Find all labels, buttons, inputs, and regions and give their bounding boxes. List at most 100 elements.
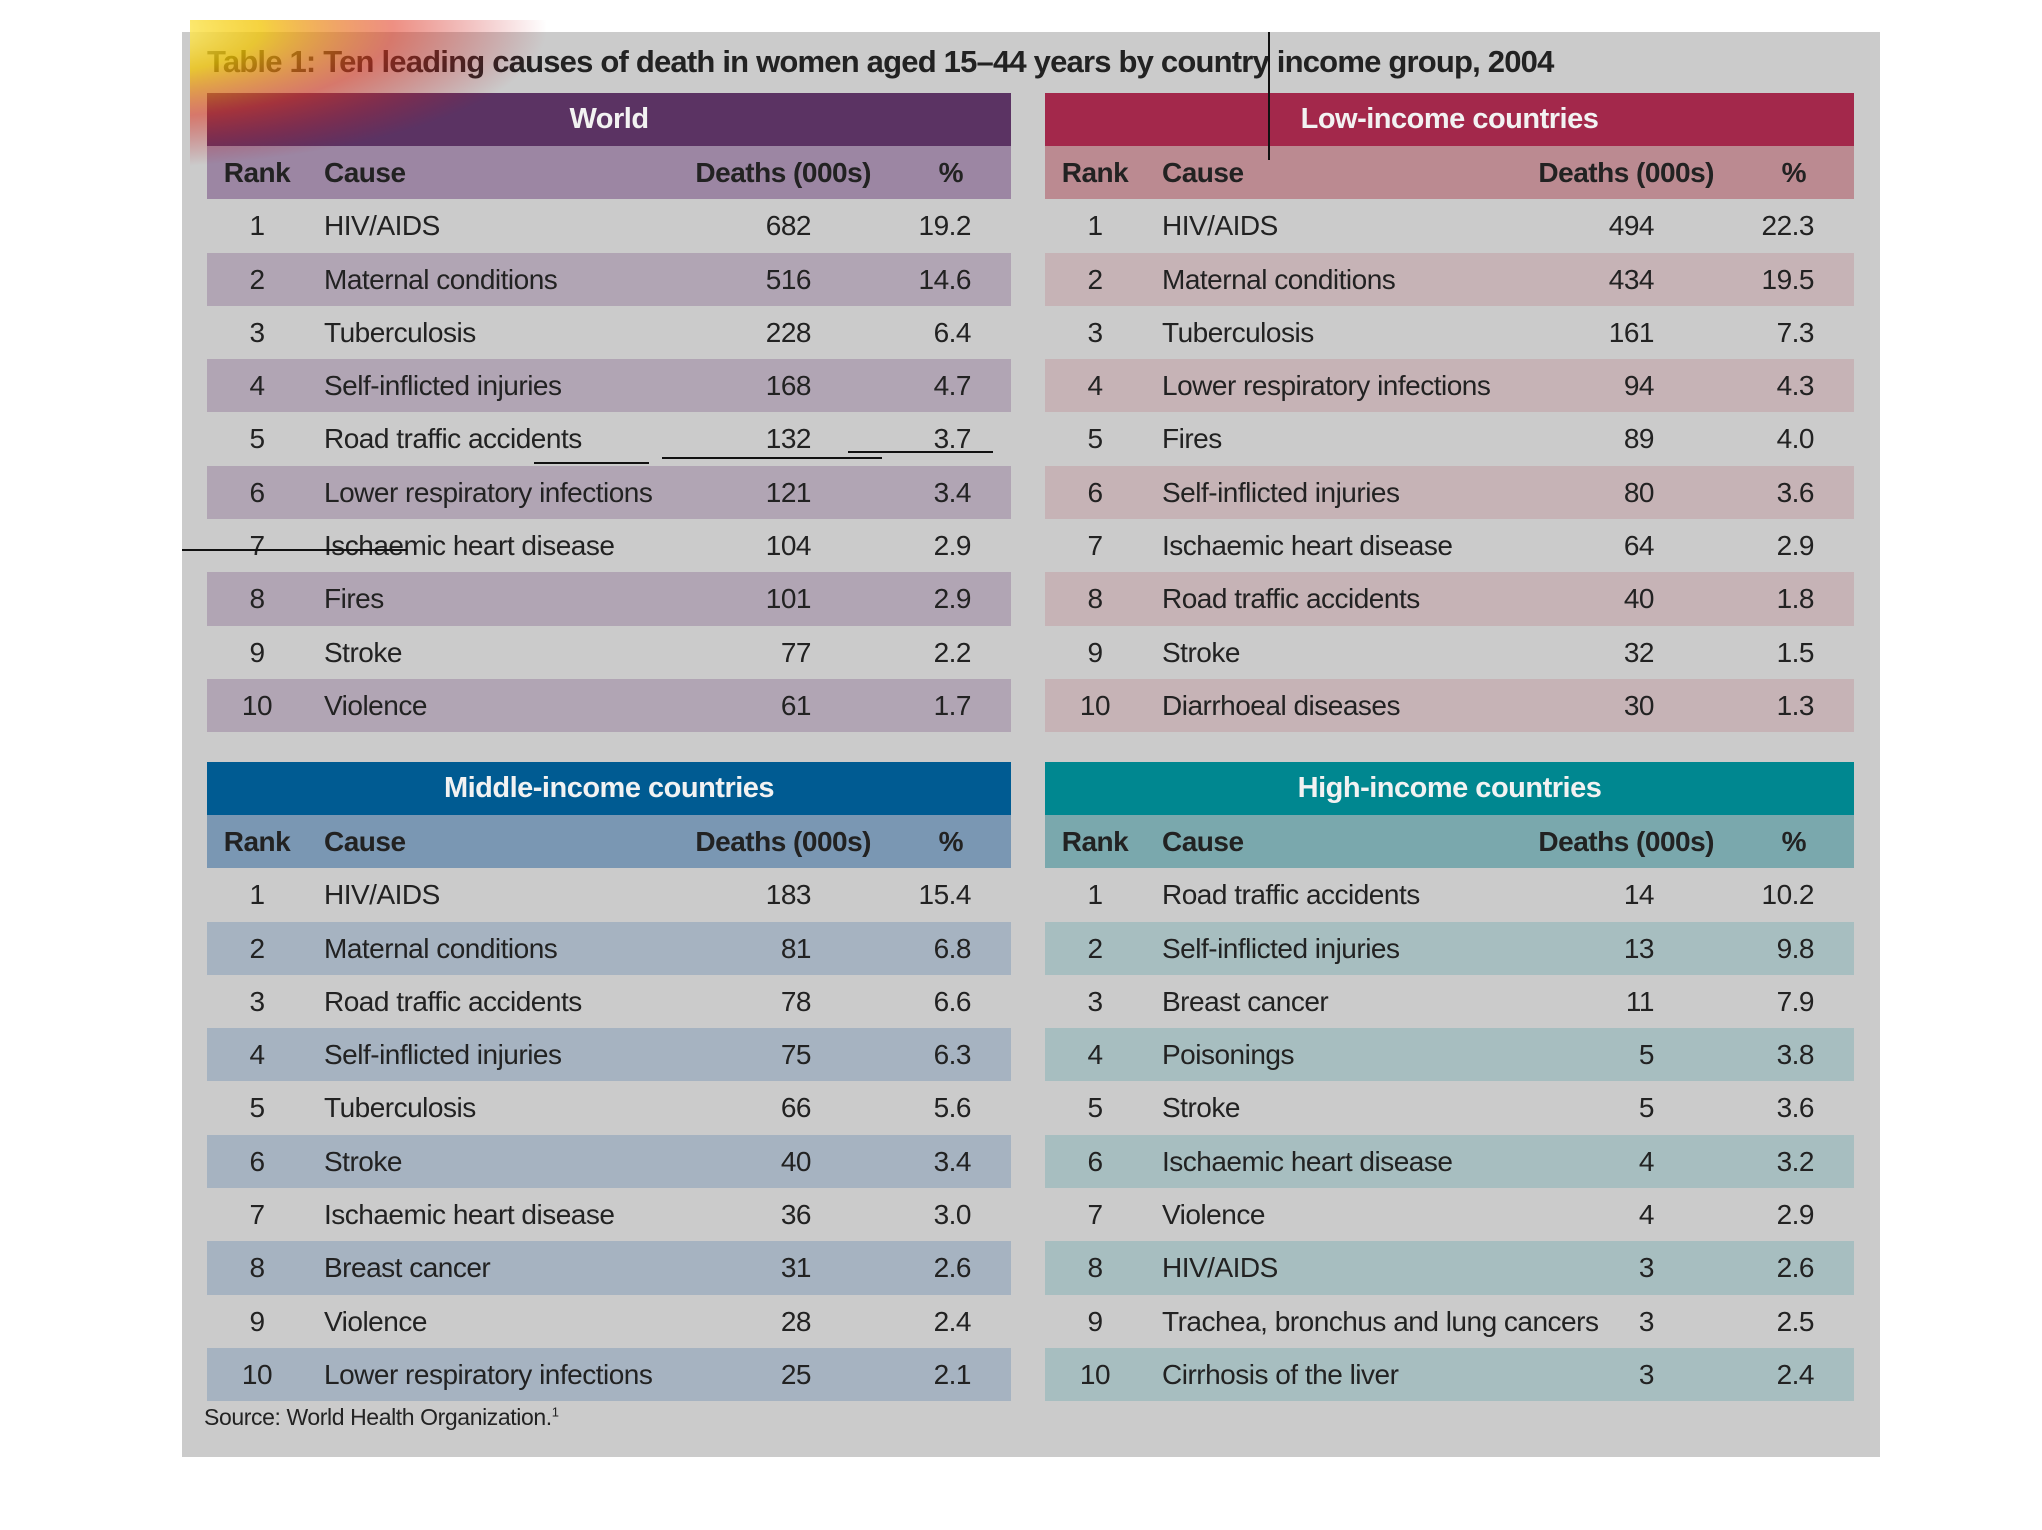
rank-cell: 9 [1087,636,1103,668]
percent-cell: 2.9 [933,583,972,615]
cause-cell: Violence [1162,1199,1265,1231]
cause-cell: Trachea, bronchus and lung cancers [1162,1305,1599,1337]
rank-cell: 7 [249,530,265,562]
rank-cell: 10 [1079,1358,1111,1390]
table-row: 1 HIV/AIDS 183 15.4 [207,868,1011,921]
cause-cell: Tuberculosis [1162,316,1314,348]
rank-cell: 8 [249,583,265,615]
deaths-cell: 183 [765,879,812,911]
percent-cell: 3.2 [1776,1145,1815,1177]
percent-cell: 2.4 [1776,1358,1815,1390]
deaths-cell: 5 [1638,1092,1655,1124]
percent-cell: 2.6 [933,1252,972,1284]
rank-cell: 5 [1087,423,1103,455]
deaths-cell: 3 [1638,1358,1655,1390]
cause-cell: Breast cancer [1162,985,1329,1017]
percent-cell: 4.7 [933,370,972,402]
page-title: Table 1: Ten leading causes of death in … [207,44,1554,79]
percent-cell: 22.3 [1761,210,1815,242]
table-row: 9 Stroke 77 2.2 [207,626,1011,679]
table-row: 7 Violence 4 2.9 [1045,1188,1854,1241]
pen-mark [662,457,882,459]
percent-cell: 2.6 [1776,1252,1815,1284]
deaths-cell: 5 [1638,1039,1655,1071]
deaths-cell: 94 [1623,370,1655,402]
percent-cell: 6.8 [933,932,972,964]
deaths-cell: 516 [765,263,812,295]
table-title-middle-income: Middle-income countries [207,762,1011,815]
source-footnote-ref: 1 [551,1404,559,1420]
rank-cell: 10 [241,689,273,721]
percent-cell: 3.7 [933,423,972,455]
deaths-cell: 3 [1638,1305,1655,1337]
rank-cell: 3 [249,985,265,1017]
percent-cell: 3.4 [933,476,972,508]
deaths-cell: 25 [780,1358,812,1390]
table-row: 3 Road traffic accidents 78 6.6 [207,975,1011,1028]
table-row: 6 Stroke 40 3.4 [207,1134,1011,1189]
table-header-row: Rank Cause Deaths (000s)% [207,146,1011,200]
table-row: 8 Breast cancer 31 2.6 [207,1241,1011,1295]
table-world: World Rank Cause Deaths (000s)% 1 HIV/AIDS 682… [207,93,1011,733]
cause-cell: Ischaemic heart disease [1162,530,1453,562]
table-row: 3 Tuberculosis 228 6.4 [207,306,1011,359]
rank-cell: 1 [249,210,265,242]
cause-cell: Tuberculosis [324,316,476,348]
deaths-cell: 3 [1638,1252,1655,1284]
table-row: 6 Lower respiratory infections 121 3.4 [207,465,1011,520]
percent-cell: 5.6 [933,1092,972,1124]
percent-cell: 2.5 [1776,1305,1815,1337]
deaths-cell: 36 [780,1199,812,1231]
rank-cell: 6 [249,476,265,508]
rank-cell: 9 [1087,1305,1103,1337]
table-row: 9 Violence 28 2.4 [207,1295,1011,1348]
source-note: Source: World Health Organization.1 [204,1404,559,1431]
percent-cell: 7.3 [1776,316,1815,348]
cause-cell: Violence [324,1305,427,1337]
table-row: 10 Cirrhosis of the liver 3 2.4 [1045,1347,1854,1402]
column-header-cause: Cause [324,157,406,188]
table-row: 2 Maternal conditions 81 6.8 [207,921,1011,975]
deaths-cell: 40 [1623,583,1655,615]
percent-cell: 19.2 [918,210,972,242]
deaths-cell: 682 [765,210,812,242]
table-title-high-income: High-income countries [1045,762,1854,815]
table-header-row: Rank Cause Deaths (000s)% [1045,815,1854,869]
cause-cell: Stroke [324,636,402,668]
percent-cell: 15.4 [918,879,972,911]
deaths-cell: 14 [1623,879,1655,911]
percent-cell: 1.7 [933,689,972,721]
rank-cell: 5 [249,423,265,455]
table-title-world: World [207,93,1011,146]
cause-cell: Self-inflicted injuries [324,1039,562,1071]
table-row: 3 Tuberculosis 161 7.3 [1045,306,1854,359]
rank-cell: 4 [1087,1039,1103,1071]
table-row: 2 Maternal conditions 516 14.6 [207,252,1011,306]
table-title-low-income: Low-income countries [1045,93,1854,146]
cause-cell: Stroke [324,1145,402,1177]
pen-mark [1268,32,1270,160]
cause-cell: Violence [324,689,427,721]
table-row: 10 Violence 61 1.7 [207,678,1011,733]
cause-cell: Road traffic accidents [324,985,582,1017]
rank-cell: 3 [1087,985,1103,1017]
cause-cell: Poisonings [1162,1039,1294,1071]
column-header-cause: Cause [1162,157,1244,188]
rank-cell: 8 [1087,583,1103,615]
rank-cell: 3 [1087,316,1103,348]
cause-cell: Ischaemic heart disease [1162,1145,1453,1177]
column-header-pct: % [1781,826,1807,857]
cause-cell: Lower respiratory infections [1162,370,1491,402]
table-row: 5 Road traffic accidents 132 3.7 [207,412,1011,465]
deaths-cell: 168 [765,370,812,402]
pen-mark [182,549,407,551]
deaths-cell: 81 [780,932,812,964]
cause-cell: Lower respiratory infections [324,476,653,508]
deaths-cell: 61 [780,689,812,721]
deaths-cell: 30 [1623,689,1655,721]
percent-cell: 2.9 [1776,1199,1815,1231]
cause-cell: Tuberculosis [324,1092,476,1124]
deaths-cell: 161 [1608,316,1655,348]
rank-cell: 5 [1087,1092,1103,1124]
deaths-cell: 11 [1625,985,1655,1017]
